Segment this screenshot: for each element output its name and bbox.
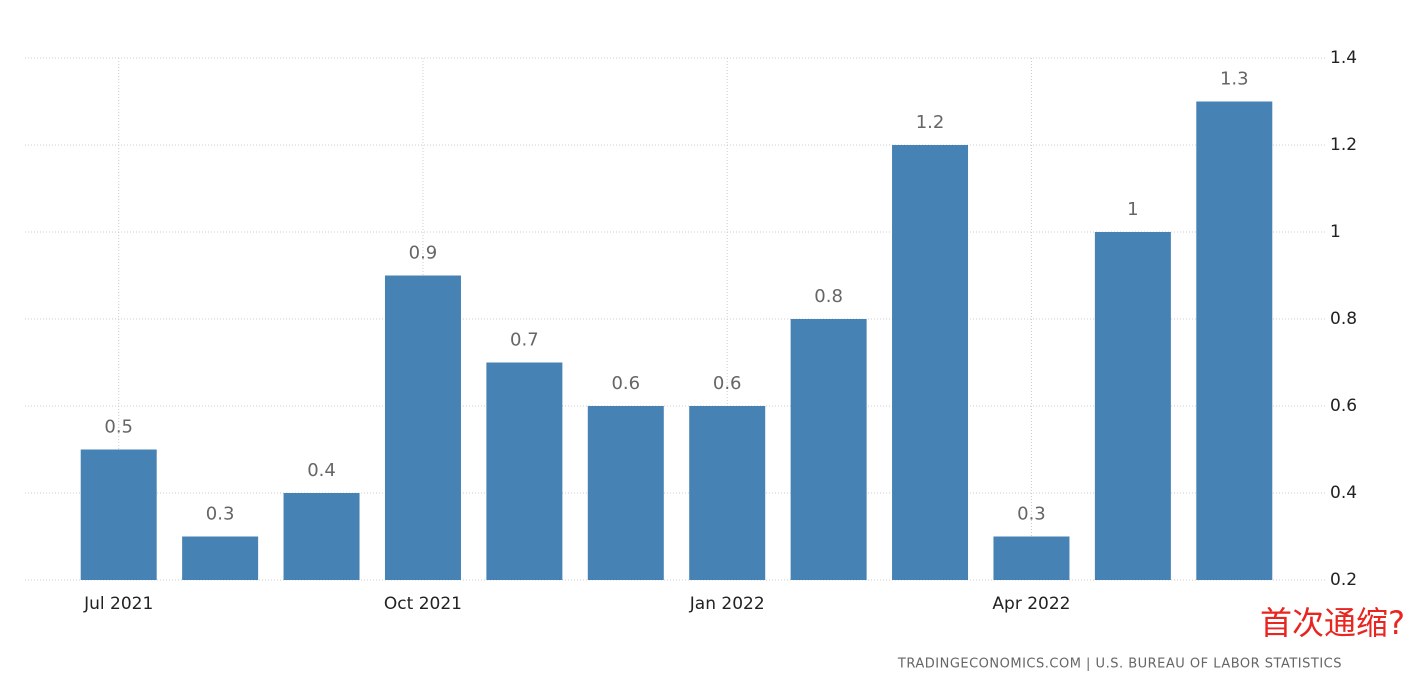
bar <box>790 319 867 580</box>
value-label: 0.4 <box>307 460 336 481</box>
value-label: 0.6 <box>611 373 640 394</box>
y-tick-label: 0.4 <box>1330 483 1357 503</box>
value-label: 1.3 <box>1220 69 1249 90</box>
bar <box>689 406 766 580</box>
bar <box>486 362 563 580</box>
value-label: 0.6 <box>713 373 742 394</box>
bar <box>384 275 461 580</box>
y-tick-label: 1.2 <box>1330 135 1357 155</box>
value-label: 0.3 <box>1017 504 1046 525</box>
y-tick-label: 0.6 <box>1330 396 1357 416</box>
source: TRADINGECONOMICS.COM | U.S. BUREAU OF LA… <box>897 657 1342 672</box>
x-tick-label: Oct 2021 <box>384 594 462 614</box>
bar <box>892 145 969 580</box>
bar <box>182 536 259 580</box>
value-label: 0.7 <box>510 330 539 351</box>
bar <box>1196 101 1273 580</box>
bar <box>587 406 664 580</box>
bar <box>993 536 1070 580</box>
value-label: 1.2 <box>916 112 945 133</box>
value-label: 0.9 <box>409 243 438 264</box>
x-tick-label: Jan 2022 <box>689 594 765 614</box>
x-tick-label: Jul 2021 <box>83 594 153 614</box>
value-label: 0.5 <box>104 417 133 438</box>
annotation: 首次通缩? <box>1260 604 1405 642</box>
value-label: 0.3 <box>206 504 235 525</box>
y-tick-label: 1.4 <box>1330 48 1357 68</box>
y-tick-label: 0.2 <box>1330 570 1357 590</box>
bar <box>80 449 157 580</box>
value-label: 0.8 <box>814 286 843 307</box>
x-tick-label: Apr 2022 <box>992 594 1070 614</box>
bar <box>1094 232 1171 580</box>
value-label: 1 <box>1127 199 1138 220</box>
bar <box>283 493 360 580</box>
y-tick-label: 0.8 <box>1330 309 1357 329</box>
y-tick-label: 1 <box>1330 222 1341 242</box>
